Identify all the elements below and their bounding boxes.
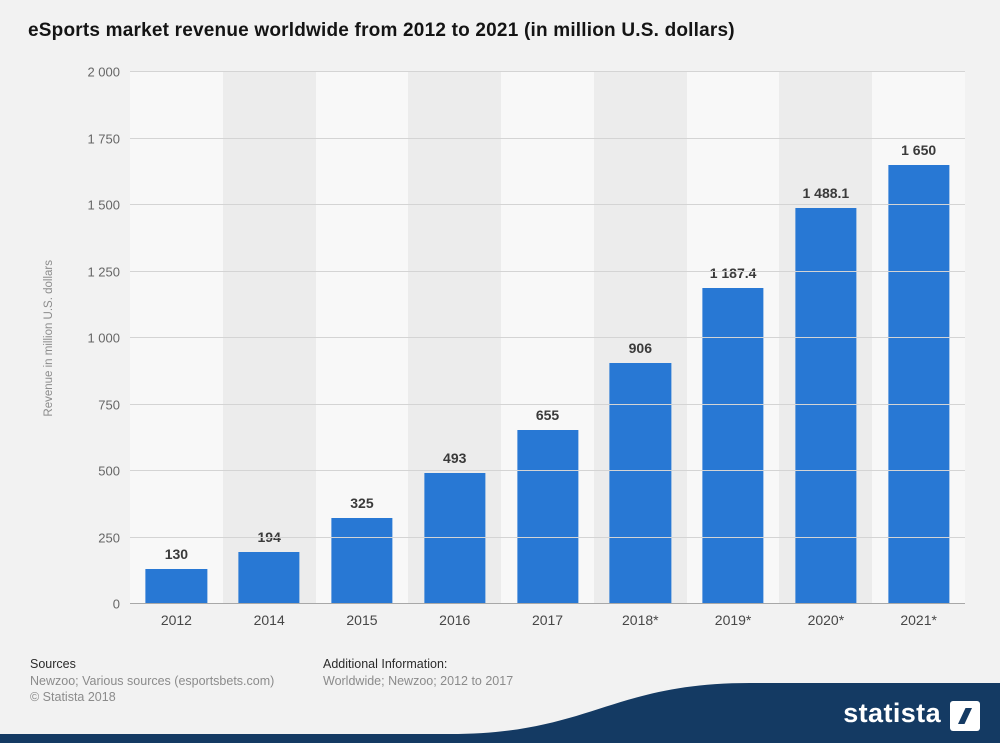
bar-value-label: 194 (257, 529, 281, 546)
category-column-2017: 655 (501, 72, 594, 604)
category-column-2012: 130 (130, 72, 223, 604)
bar-value-label: 906 (628, 340, 652, 357)
additional-info-line: Worldwide; Newzoo; 2012 to 2017 (323, 673, 514, 688)
category-column-2020*: 1 488.1 (779, 72, 873, 604)
category-column-2019*: 1 187.4 (686, 72, 780, 604)
statista-logo-icon (950, 700, 980, 731)
bar-2021*[interactable] (888, 165, 950, 604)
columns-layer: 130 194 325 493 655 906 1 187.4 1 488.1 1 650 (130, 72, 966, 604)
bar-value-label: 130 (164, 546, 189, 563)
sources-heading: Sources (30, 657, 76, 671)
bar-2018*[interactable] (609, 363, 671, 604)
statista-wordmark: statista (843, 698, 941, 728)
y-tick-label: 2 000 (87, 64, 120, 80)
y-tick-label: 1 250 (87, 264, 120, 279)
x-tick-label: 2014 (253, 612, 285, 628)
sources-block: Sources Newzoo; Various sources (esports… (30, 656, 274, 706)
y-tick-label: 0 (112, 596, 120, 612)
category-column-2014: 194 (222, 72, 316, 604)
y-tick-label: 1 500 (87, 197, 120, 213)
x-tick-label: 2017 (531, 612, 564, 628)
y-tick-label: 1 750 (87, 131, 120, 146)
plot-area: 130 194 325 493 655 906 1 187.4 1 488.1 1 650 (130, 71, 966, 604)
category-column-2016: 493 (408, 72, 502, 604)
bar-2012[interactable] (145, 569, 208, 604)
bar-2019*[interactable] (702, 288, 764, 604)
bar-2020*[interactable] (795, 208, 857, 604)
y-tick-label: 750 (98, 397, 120, 412)
y-axis: 0 250 500 750 1 000 1 250 1 500 1 750 2 000 (0, 65, 120, 612)
y-tick-label: 500 (98, 463, 120, 479)
footer-wave (0, 683, 1000, 743)
bar-2014[interactable] (238, 552, 300, 604)
bar-2016[interactable] (424, 472, 486, 604)
x-tick-label: 2015 (346, 612, 378, 628)
x-tick-label: 2016 (439, 612, 471, 628)
sources-line: Newzoo; Various sources (esportsbets.com… (30, 673, 275, 688)
category-column-2021*: 1 650 (872, 72, 966, 604)
category-column-2015: 325 (315, 72, 409, 604)
chart-title: eSports market revenue worldwide from 20… (28, 20, 735, 41)
bar-value-label: 1 187.4 (709, 265, 757, 282)
bar-value-label: 655 (535, 406, 560, 423)
bar-value-label: 325 (350, 494, 374, 511)
x-tick-label: 2012 (160, 612, 192, 628)
additional-info-heading: Additional Information: (323, 657, 448, 671)
copyright-line: © Statista 2018 (30, 690, 116, 704)
bar-value-label: 493 (443, 449, 467, 466)
x-tick-label: 2020* (807, 612, 845, 628)
bar-value-label: 1 488.1 (802, 185, 850, 202)
y-tick-label: 250 (98, 530, 120, 545)
y-tick-label: 1 000 (87, 330, 120, 346)
statista-logo[interactable]: statista (843, 698, 980, 731)
x-tick-label: 2021* (900, 612, 937, 628)
bar-2017[interactable] (516, 429, 579, 604)
x-axis: 2012 2014 2015 2016 2017 2018* 2019* 2020* 2021* (130, 612, 965, 628)
x-tick-label: 2019* (714, 612, 752, 628)
x-tick-label: 2018* (622, 612, 659, 628)
additional-info-block: Additional Information: Worldwide; Newzo… (323, 656, 513, 689)
category-column-2018*: 906 (593, 72, 687, 604)
bar-2015[interactable] (331, 517, 393, 604)
bar-value-label: 1 650 (901, 142, 937, 159)
